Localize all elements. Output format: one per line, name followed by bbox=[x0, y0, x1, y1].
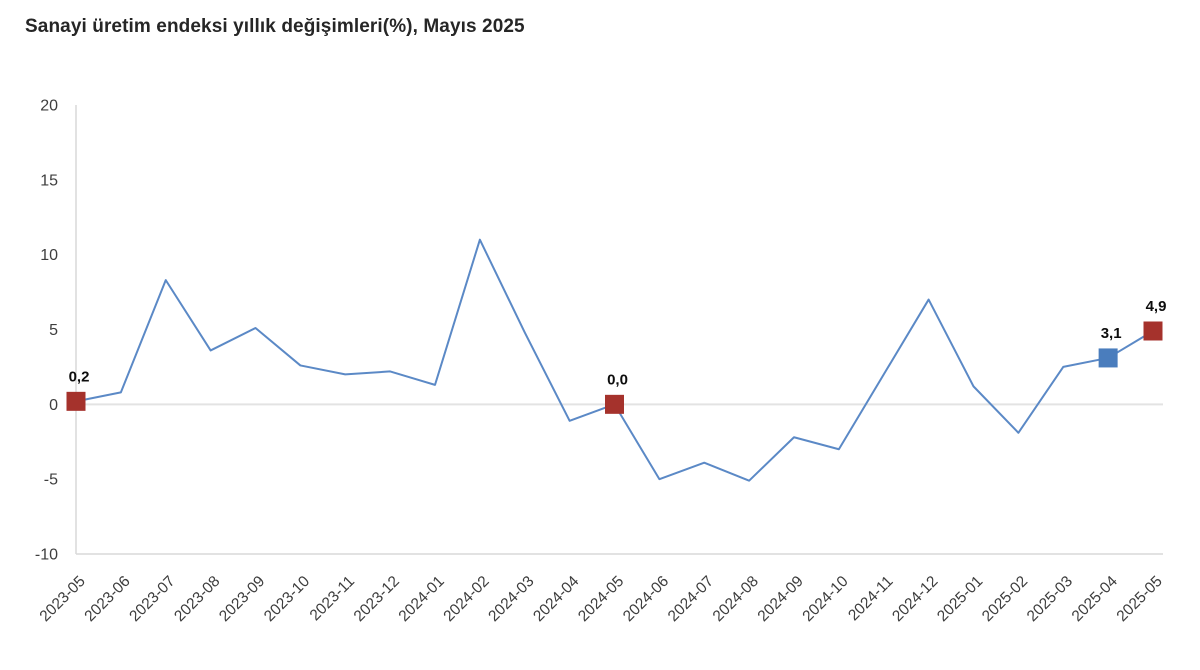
x-tick-label: 2023-06 bbox=[81, 573, 133, 625]
x-tick-label: 2023-12 bbox=[351, 573, 403, 625]
data-point-label: 3,1 bbox=[1101, 325, 1122, 342]
x-tick-label: 2023-08 bbox=[171, 573, 223, 625]
x-tick-label: 2023-07 bbox=[126, 573, 178, 625]
highlight-marker bbox=[605, 394, 624, 414]
x-tick-label: 2024-03 bbox=[485, 573, 537, 625]
data-point-label: 0,0 bbox=[607, 371, 628, 388]
x-tick-label: 2024-10 bbox=[799, 573, 852, 626]
y-tick-label: 10 bbox=[40, 247, 58, 264]
x-tick-label: 2024-11 bbox=[845, 573, 896, 624]
x-tick-label: 2024-01 bbox=[396, 573, 448, 625]
x-tick-label: 2024-05 bbox=[575, 573, 627, 625]
data-line-series bbox=[75, 238, 1154, 482]
x-tick-label: 2023-11 bbox=[307, 573, 358, 624]
chart-title: Sanayi üretim endeksi yıllık değişimleri… bbox=[25, 16, 525, 37]
x-tick-label: 2023-10 bbox=[261, 573, 314, 626]
x-tick-label: 2024-12 bbox=[889, 573, 941, 625]
x-tick-label: 2025-04 bbox=[1069, 573, 1122, 626]
y-tick-label: 20 bbox=[40, 98, 58, 115]
y-tick-label: 5 bbox=[49, 322, 58, 339]
x-tick-label: 2025-05 bbox=[1114, 573, 1166, 625]
y-tick-label: 0 bbox=[49, 397, 58, 414]
x-tick-label: 2025-03 bbox=[1024, 573, 1076, 625]
highlight-marker bbox=[1143, 321, 1163, 341]
x-tick-label: 2023-09 bbox=[216, 573, 268, 625]
x-tick-label: 2024-09 bbox=[755, 573, 807, 625]
y-tick-label: 15 bbox=[40, 172, 58, 189]
y-tick-label: -10 bbox=[35, 547, 58, 564]
x-tick-label: 2025-01 bbox=[934, 573, 986, 625]
y-tick-label: -5 bbox=[44, 472, 58, 489]
x-tick-label: 2024-02 bbox=[440, 573, 492, 625]
x-tick-label: 2024-04 bbox=[530, 573, 583, 626]
highlight-marker bbox=[66, 391, 86, 411]
x-tick-label: 2023-05 bbox=[37, 573, 89, 625]
x-tick-label: 2024-06 bbox=[620, 573, 672, 625]
data-point-label: 4,9 bbox=[1146, 298, 1167, 315]
x-tick-label: 2024-07 bbox=[665, 573, 717, 625]
x-tick-label: 2025-02 bbox=[979, 573, 1031, 625]
highlight-marker bbox=[1098, 348, 1118, 368]
data-point-label: 0,2 bbox=[69, 368, 90, 385]
x-tick-label: 2024-08 bbox=[710, 573, 762, 625]
